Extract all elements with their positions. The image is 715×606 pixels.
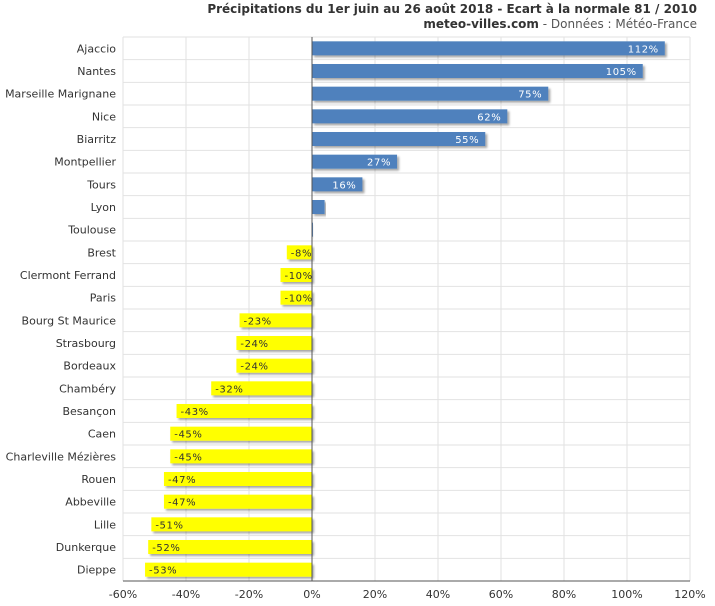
bar-0 [312, 41, 665, 56]
data-label: -47% [168, 498, 196, 509]
category-label: Dieppe [77, 564, 116, 577]
category-label: Brest [87, 246, 116, 259]
data-label: -24% [240, 339, 268, 350]
chart-subtitle: meteo-villes.com - Données : Météo-Franc… [207, 17, 697, 32]
data-label: -47% [168, 475, 196, 486]
x-tick-label: 40% [426, 588, 450, 601]
bar-1 [312, 64, 643, 78]
data-label: -45% [174, 452, 202, 463]
category-label: Rouen [81, 473, 116, 486]
bar-11 [280, 290, 312, 305]
bar-22 [148, 540, 312, 554]
data-label: 55% [455, 135, 479, 146]
x-axis-tick-labels: -60% -40% -20% 0% 20% 40% 60% 80% 100% 120% [109, 588, 706, 601]
category-label: Tours [86, 178, 116, 191]
x-tick-label: 100% [611, 588, 642, 601]
data-label: 27% [367, 158, 391, 169]
category-label: Paris [90, 292, 116, 305]
data-label: 105% [606, 67, 637, 78]
category-label: Nice [92, 110, 116, 123]
bar-2 [312, 86, 549, 101]
category-label: Montpellier [54, 156, 116, 169]
category-label: Nantes [77, 65, 116, 78]
source-credit: - Données : Météo-France [538, 17, 697, 31]
x-tick-label: 60% [489, 588, 513, 601]
bar-14 [236, 358, 312, 373]
data-labels: 112% 105% 75% 62% 55% 27% 16% -8% -10% -10% -23% -2… [149, 44, 659, 577]
chart-header: Précipitations du 1er juin au 26 août 20… [207, 2, 697, 32]
data-label: -52% [152, 543, 180, 554]
bar-3 [312, 109, 508, 124]
bar-17 [170, 426, 312, 441]
category-label: Besançon [62, 405, 116, 418]
bar-15 [211, 381, 312, 396]
data-label: -8% [291, 248, 312, 259]
bar-5 [312, 154, 398, 169]
bars [145, 41, 665, 577]
category-label: Ajaccio [77, 42, 116, 55]
data-label: -51% [155, 520, 183, 531]
bar-10 [280, 268, 312, 282]
category-labels: Ajaccio Nantes Marseille Marignane Nice Biar… [5, 42, 117, 576]
category-label: Strasbourg [56, 337, 116, 350]
chart-title: Précipitations du 1er juin au 26 août 20… [207, 2, 697, 16]
bar-20 [163, 494, 312, 509]
bar-7 [312, 200, 325, 214]
bar-13 [236, 336, 312, 350]
bar-21 [151, 517, 312, 532]
x-tick-label: -20% [235, 588, 263, 601]
x-tick-label: 80% [552, 588, 576, 601]
category-label: Abbeville [65, 496, 116, 509]
category-label: Bourg St Maurice [22, 314, 117, 327]
data-label: -24% [240, 362, 268, 373]
category-label: Biarritz [77, 133, 117, 146]
data-label: 112% [628, 44, 659, 55]
bar-4 [312, 132, 486, 146]
bar-9 [286, 245, 312, 260]
data-label: -23% [244, 316, 272, 327]
data-label: -43% [181, 407, 209, 418]
category-label: Clermont Ferrand [20, 269, 116, 282]
bar-19 [163, 472, 312, 486]
category-label: Lyon [91, 201, 116, 214]
data-label: 16% [332, 180, 356, 191]
bar-6 [312, 177, 363, 192]
category-label: Caen [88, 428, 116, 441]
bar-18 [170, 449, 312, 464]
category-label: Chambéry [59, 382, 116, 395]
data-label: -10% [285, 294, 313, 305]
x-tick-label: 120% [674, 588, 705, 601]
x-tick-label: 20% [363, 588, 387, 601]
data-label: -10% [285, 271, 313, 282]
category-label: Toulouse [67, 224, 116, 237]
x-tick-label: -60% [109, 588, 137, 601]
bar-16 [176, 404, 312, 418]
data-label: -45% [174, 430, 202, 441]
bar-12 [239, 313, 312, 328]
category-label: Marseille Marignane [5, 88, 116, 101]
source-site: meteo-villes.com [423, 17, 539, 31]
data-label: 62% [477, 112, 501, 123]
category-label: Lille [94, 518, 116, 531]
category-label: Charleville Mézières [6, 450, 117, 463]
bar-23 [145, 562, 312, 577]
category-label: Dunkerque [56, 541, 116, 554]
data-label: -32% [215, 384, 243, 395]
category-label: Bordeaux [63, 360, 116, 373]
data-label: -53% [149, 566, 177, 577]
x-tick-label: -40% [172, 588, 200, 601]
data-label: 75% [518, 90, 542, 101]
x-tick-label: 0% [303, 588, 320, 601]
